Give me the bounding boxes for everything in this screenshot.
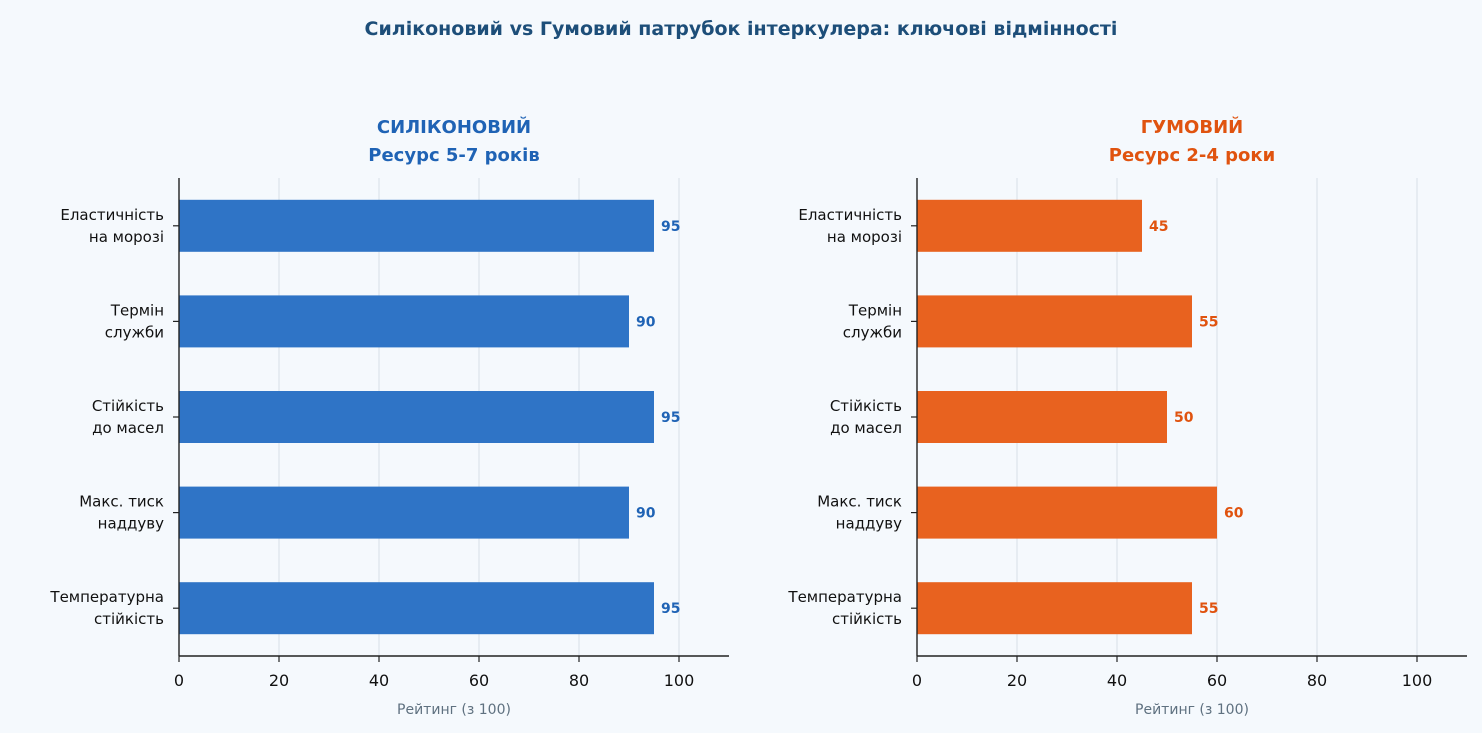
panel-title: СИЛІКОНОВИЙ bbox=[377, 116, 531, 138]
x-tick-label: 80 bbox=[1307, 671, 1327, 690]
bar bbox=[179, 582, 654, 635]
x-axis-label: Рейтинг (з 100) bbox=[397, 702, 511, 718]
value-label: 60 bbox=[1224, 506, 1244, 522]
x-axis-label: Рейтинг (з 100) bbox=[1135, 702, 1249, 718]
value-label: 50 bbox=[1174, 410, 1194, 426]
value-label: 45 bbox=[1149, 219, 1168, 235]
category-label: Макс. тиск наддуву bbox=[79, 493, 164, 533]
bar bbox=[179, 295, 629, 348]
category-label: Температурна стійкість bbox=[787, 588, 902, 628]
x-tick-label: 0 bbox=[912, 671, 922, 690]
category-label: Макс. тиск наддуву bbox=[817, 493, 902, 533]
panel-2: ГУМОВИЙ Ресурс 2-4 роки 45 Еластичність на м… bbox=[787, 116, 1467, 718]
x-tick-label: 100 bbox=[1402, 671, 1433, 690]
x-tick-label: 80 bbox=[569, 671, 589, 690]
category-label: Еластичність на морозі bbox=[60, 206, 164, 246]
panel-title: ГУМОВИЙ bbox=[1141, 116, 1243, 138]
x-tick-label: 0 bbox=[174, 671, 184, 690]
x-tick-label: 20 bbox=[1007, 671, 1027, 690]
bar bbox=[917, 486, 1217, 539]
x-tick-label: 20 bbox=[269, 671, 289, 690]
value-label: 95 bbox=[661, 219, 680, 235]
panel-1: СИЛІКОНОВИЙ Ресурс 5-7 років 95 Еластичніст… bbox=[49, 116, 729, 718]
category-label: Еластичність на морозі bbox=[798, 206, 902, 246]
bar bbox=[917, 391, 1167, 443]
bar bbox=[917, 199, 1142, 252]
category-label: Стійкість до масел bbox=[92, 397, 164, 437]
value-label: 95 bbox=[661, 601, 680, 617]
x-tick-label: 40 bbox=[1107, 671, 1127, 690]
value-label: 90 bbox=[636, 506, 656, 522]
x-tick-label: 60 bbox=[469, 671, 489, 690]
x-tick-label: 100 bbox=[664, 671, 695, 690]
panel-subtitle: Ресурс 5-7 років bbox=[368, 145, 539, 166]
chart-title: Силіконовий vs Гумовий патрубок інтеркул… bbox=[365, 18, 1118, 40]
category-label: Термін служби bbox=[843, 301, 902, 341]
bar bbox=[179, 199, 654, 252]
category-label: Температурна стійкість bbox=[49, 588, 164, 628]
panel-subtitle: Ресурс 2-4 роки bbox=[1109, 145, 1276, 166]
x-tick-label: 60 bbox=[1207, 671, 1227, 690]
category-label: Стійкість до масел bbox=[830, 397, 902, 437]
bar bbox=[179, 391, 654, 443]
category-label: Термін служби bbox=[105, 301, 164, 341]
x-tick-label: 40 bbox=[369, 671, 389, 690]
value-label: 55 bbox=[1199, 314, 1218, 330]
value-label: 55 bbox=[1199, 601, 1218, 617]
bar bbox=[917, 582, 1192, 635]
value-label: 95 bbox=[661, 410, 680, 426]
bar bbox=[917, 295, 1192, 348]
value-label: 90 bbox=[636, 314, 656, 330]
bar bbox=[179, 486, 629, 539]
